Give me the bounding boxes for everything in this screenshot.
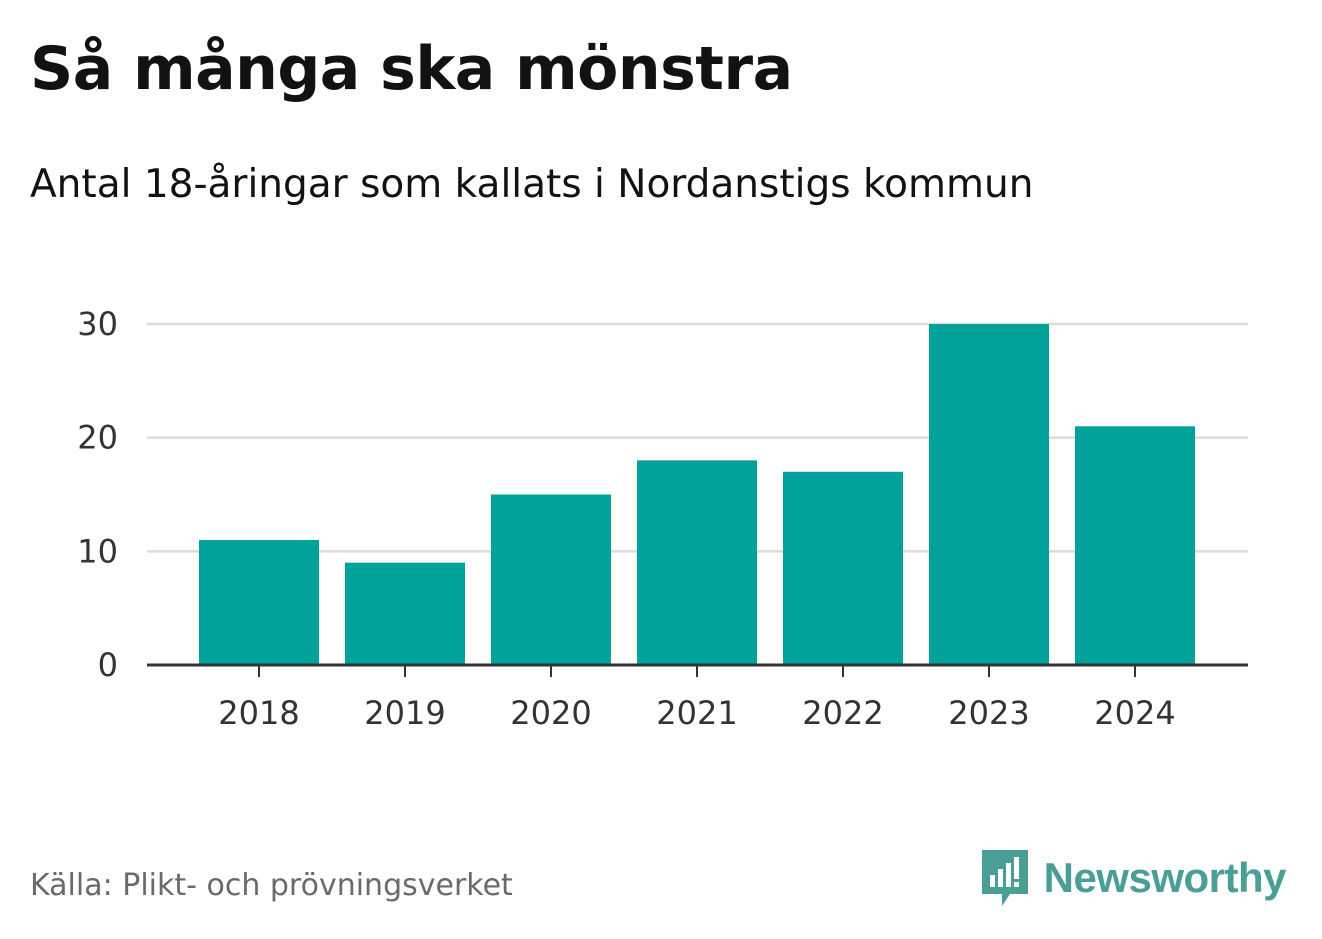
bar: [199, 539, 319, 665]
bar: [637, 460, 757, 665]
newsworthy-logo-icon: [981, 850, 1028, 906]
chart-title: Så många ska mönstra: [30, 34, 793, 104]
bar: [783, 471, 903, 665]
chart-subtitle: Antal 18-åringar som kallats i Nordansti…: [30, 162, 1034, 207]
x-tick-label: 2021: [656, 694, 737, 732]
axes: 0 10 20 30 2018 2019 2020 2021 2022 2023 2024: [77, 305, 1248, 732]
bar: [491, 494, 611, 665]
y-tick-label: 10: [77, 532, 118, 570]
x-tick-label: 2018: [218, 694, 299, 732]
x-tick-label: 2019: [364, 694, 445, 732]
bar: [1075, 426, 1195, 665]
x-tick-label: 2023: [948, 694, 1029, 732]
x-tick-label: 2022: [802, 694, 883, 732]
brand-name: Newsworthy: [1043, 854, 1287, 901]
y-tick-label: 30: [77, 305, 118, 343]
brand-logo: Newsworthy: [980, 848, 1287, 908]
bar: [345, 562, 465, 665]
y-tick-label: 20: [77, 419, 118, 457]
x-tick-label: 2024: [1094, 694, 1175, 732]
bar: [929, 324, 1049, 665]
source-note: Källa: Plikt- och prövningsverket: [30, 868, 513, 903]
x-tick-label: 2020: [510, 694, 591, 732]
bars: [199, 324, 1195, 665]
y-tick-label: 0: [98, 646, 118, 684]
